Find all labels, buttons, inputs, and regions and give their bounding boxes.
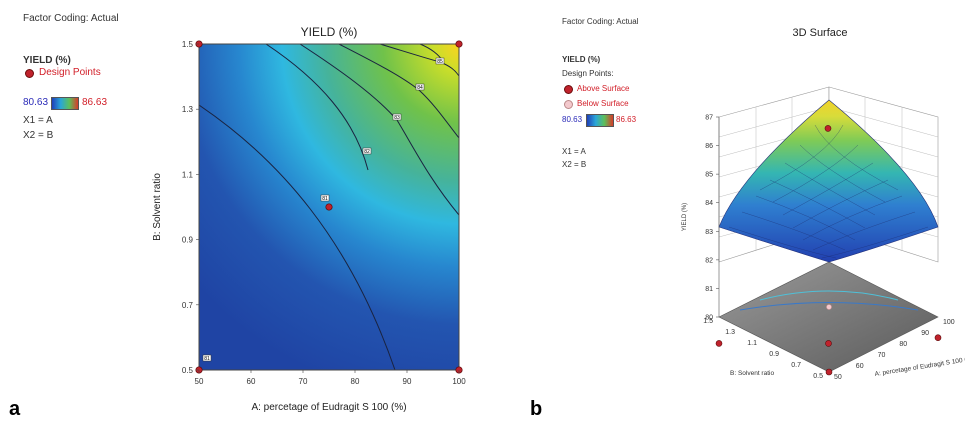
above-surface-label: Above Surface	[577, 84, 630, 93]
design-point	[325, 203, 333, 211]
range-high-label-b: 86.63	[616, 115, 637, 124]
y-tick-label-3d: 0.5	[813, 373, 823, 380]
range-low-label: 80.63	[23, 97, 49, 108]
x-tick-label-3d: 50	[834, 374, 842, 381]
contour-label-2: 82	[364, 149, 370, 155]
chart-b-title: 3D Surface	[792, 27, 847, 39]
x-tick-label: 50	[195, 377, 204, 386]
floor-contour-1	[759, 290, 899, 301]
below-surface-icon	[564, 100, 573, 109]
design-point	[455, 40, 463, 48]
floor-contour-2	[739, 302, 919, 311]
floor-plane	[718, 261, 939, 373]
design-point-floor	[826, 304, 832, 310]
design-point-3d	[934, 334, 942, 342]
contour-label-3: 83	[394, 115, 400, 121]
x1-mapping: X1 = A	[23, 115, 53, 126]
y-tick-label-3d: 1.3	[725, 329, 735, 336]
z-tick-label: 83	[705, 229, 713, 236]
z-tick-label: 86	[705, 143, 713, 150]
plot-frame	[198, 43, 460, 371]
chart-b-zlabel: YIELD (%)	[682, 203, 688, 231]
design-points-legend-label: Design Points	[39, 67, 101, 78]
panel-a-letter: a	[5, 398, 25, 420]
y-tick-label: 1.3	[182, 105, 194, 114]
x2-mapping: X2 = B	[23, 130, 54, 141]
response-surface	[718, 99, 939, 263]
y-tick-label: 0.5	[182, 366, 194, 375]
x1-mapping-b: X1 = A	[562, 147, 586, 156]
z-tick-label: 87	[705, 115, 713, 122]
factor-coding-label: Factor Coding: Actual	[23, 13, 119, 24]
response-name: YIELD (%)	[23, 55, 71, 66]
range-high-label: 86.63	[82, 97, 108, 108]
chart-a-ylabel: B: Solvent ratio	[152, 173, 163, 241]
contour-chart: 81 81 82 83 84 85 50 60 70 80 90 100 0.5 0.7 0.…	[152, 25, 466, 413]
contour-label-1: 81	[322, 196, 328, 202]
z-tick-label: 80	[705, 315, 713, 322]
chart-a-xlabel: A: percetage of Eudragit S 100 (%)	[251, 402, 406, 413]
x-tick-label-3d: 100	[943, 319, 955, 326]
y-tick-label-3d: 1.5	[703, 318, 713, 325]
color-scale-bar	[51, 97, 79, 110]
panel-b-letter: b	[526, 398, 547, 420]
design-points-legend-b: Design Points:	[562, 69, 614, 78]
x-tick-label: 90	[403, 377, 412, 386]
design-point-3d	[715, 340, 723, 347]
above-surface-icon	[564, 85, 573, 94]
contour-label-4: 84	[417, 85, 423, 91]
x-tick-label: 70	[299, 377, 308, 386]
color-scale-bar-b	[586, 114, 614, 127]
x-tick-label-3d: 90	[921, 330, 929, 337]
contour-line-81	[199, 104, 396, 370]
x-tick-label: 80	[351, 377, 360, 386]
y-tick-label-3d: 0.9	[769, 351, 779, 358]
x-tick-label: 60	[247, 377, 256, 386]
y-tick-label: 1.1	[182, 170, 194, 179]
x-tick-label-3d: 60	[856, 363, 864, 370]
chart-b-xlabel: A: percetage of Eudragit S 100 (%)	[874, 355, 965, 378]
response-name-b: YIELD (%)	[562, 55, 601, 64]
x-tick-label-3d: 70	[878, 352, 886, 359]
range-low-label-b: 80.63	[562, 115, 583, 124]
panel-b: Factor Coding: Actual YIELD (%) Design P…	[520, 0, 965, 421]
z-tick-label: 84	[705, 200, 713, 207]
x2-mapping-b: X2 = B	[562, 160, 587, 169]
x-tick-label: 100	[452, 377, 466, 386]
panel-a: Factor Coding: Actual YIELD (%) Design P…	[5, 13, 467, 420]
y-tick-label-3d: 0.7	[791, 362, 801, 369]
z-tick-label: 81	[705, 286, 713, 293]
z-tick-label: 82	[705, 257, 713, 264]
factor-coding-label-b: Factor Coding: Actual	[562, 17, 639, 26]
contour-label-0: 81	[204, 356, 210, 362]
y-tick-label-3d: 1.1	[747, 340, 757, 347]
contour-line-82b	[265, 44, 369, 171]
contour-label-5: 85	[437, 59, 443, 65]
design-point-3d	[825, 340, 832, 347]
design-point-3d	[825, 368, 833, 376]
y-tick-label: 0.7	[182, 301, 194, 310]
y-tick-label: 1.5	[182, 40, 194, 49]
surface-chart: 80 81 82 83 84 85 86 87 0.5 0.7 0.9 1.1 1.3 1.5 50 60…	[682, 27, 965, 381]
chart-b-ylabel: B: Solvent ratio	[730, 370, 774, 377]
y-tick-label: 0.9	[182, 236, 194, 245]
z-tick-label: 85	[705, 172, 713, 179]
design-point-3d	[824, 125, 832, 132]
x-tick-label-3d: 80	[899, 341, 907, 348]
below-surface-label: Below Surface	[577, 99, 629, 108]
chart-a-title: YIELD (%)	[301, 25, 358, 39]
design-point-legend-icon	[25, 69, 34, 78]
